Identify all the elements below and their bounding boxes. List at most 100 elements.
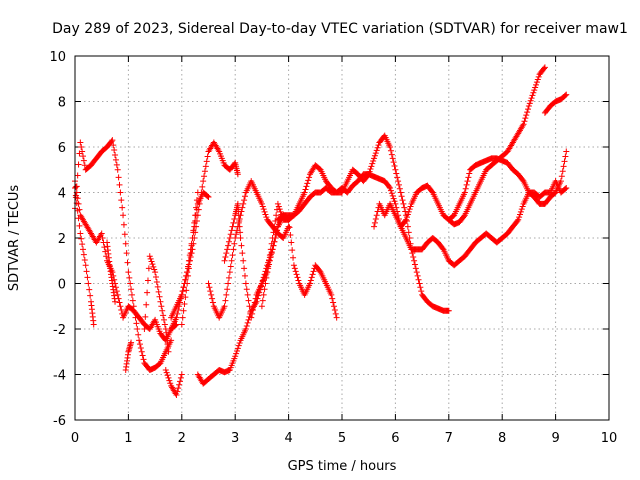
- data-point: [310, 268, 317, 275]
- x-tick-label: 0: [71, 431, 79, 446]
- data-point: [404, 223, 411, 230]
- data-point: [305, 177, 312, 184]
- data-point: [163, 369, 170, 376]
- data-point: [145, 265, 152, 272]
- data-point: [516, 214, 523, 221]
- data-point: [392, 166, 399, 173]
- data-point: [86, 286, 93, 293]
- series-track-18: [541, 91, 570, 116]
- data-point: [226, 235, 233, 241]
- y-tick-label: 10: [49, 50, 66, 65]
- data-point: [406, 206, 413, 213]
- data-point: [221, 257, 228, 264]
- data-point: [142, 313, 149, 320]
- data-point: [316, 267, 323, 274]
- data-point: [371, 152, 378, 159]
- data-point: [230, 246, 237, 253]
- x-tick-label: 6: [391, 431, 399, 446]
- data-point: [227, 231, 234, 238]
- data-point: [236, 223, 243, 230]
- series-track-13: [221, 200, 340, 321]
- data-point: [287, 231, 294, 238]
- data-point: [240, 257, 247, 264]
- data-point: [237, 229, 244, 236]
- data-point: [387, 144, 394, 150]
- data-point: [80, 251, 87, 258]
- data-point: [461, 189, 468, 196]
- data-point: [222, 297, 229, 304]
- data-point: [116, 181, 123, 188]
- y-tick-label: 0: [58, 278, 66, 293]
- data-point: [405, 229, 412, 236]
- data-point: [303, 183, 310, 190]
- data-point: [230, 219, 237, 226]
- data-point: [76, 222, 83, 229]
- data-point: [79, 241, 86, 248]
- data-point: [113, 161, 120, 168]
- data-point: [165, 348, 172, 355]
- data-point: [85, 280, 92, 287]
- data-point: [244, 291, 251, 298]
- data-point: [225, 280, 232, 287]
- data-point: [235, 206, 242, 213]
- data-point: [241, 272, 248, 279]
- data-point: [263, 214, 270, 221]
- data-point: [83, 268, 90, 275]
- data-point: [288, 239, 295, 246]
- series-track-7: [162, 366, 185, 398]
- data-point: [194, 189, 201, 196]
- data-point: [152, 274, 159, 281]
- data-point: [517, 208, 524, 215]
- data-point: [332, 310, 339, 317]
- series-track-5: [122, 339, 135, 373]
- data-point: [161, 321, 168, 328]
- data-point: [132, 314, 139, 321]
- data-point: [268, 240, 275, 247]
- data-point: [151, 266, 158, 273]
- data-point: [237, 235, 244, 241]
- data-point: [193, 212, 200, 219]
- data-point: [228, 257, 235, 264]
- data-point: [370, 158, 377, 165]
- data-point: [244, 319, 251, 326]
- series-track-2: [72, 137, 175, 373]
- data-point: [147, 255, 154, 262]
- x-tick-label: 5: [338, 431, 346, 446]
- plot-frame: [74, 55, 610, 421]
- data-point: [176, 303, 183, 310]
- data-point: [174, 310, 181, 317]
- data-point: [463, 181, 470, 188]
- series-track-16: [371, 148, 570, 230]
- data-point: [294, 274, 301, 281]
- data-point: [514, 217, 521, 224]
- data-point: [304, 180, 311, 187]
- data-point: [239, 204, 246, 211]
- data-point: [176, 381, 183, 388]
- data-point: [232, 235, 239, 241]
- data-point: [233, 350, 240, 357]
- data-point: [139, 352, 146, 359]
- data-point: [81, 162, 88, 169]
- data-point: [277, 208, 284, 215]
- y-tick-label: -4: [53, 369, 66, 384]
- data-point: [411, 257, 418, 264]
- data-point: [153, 278, 160, 285]
- data-point: [205, 280, 212, 287]
- data-point: [562, 185, 569, 192]
- data-point: [177, 378, 184, 385]
- y-tick-label: 6: [58, 141, 66, 156]
- data-point: [119, 204, 126, 211]
- data-point: [328, 291, 335, 298]
- data-point: [369, 160, 376, 167]
- data-point: [260, 206, 267, 213]
- data-point: [388, 190, 395, 197]
- data-point: [372, 150, 379, 157]
- data-point: [191, 223, 198, 230]
- data-point: [563, 148, 570, 155]
- data-point: [152, 269, 159, 276]
- data-point: [234, 345, 241, 352]
- data-marks: [72, 64, 570, 398]
- data-point: [262, 280, 269, 287]
- data-point: [274, 227, 281, 234]
